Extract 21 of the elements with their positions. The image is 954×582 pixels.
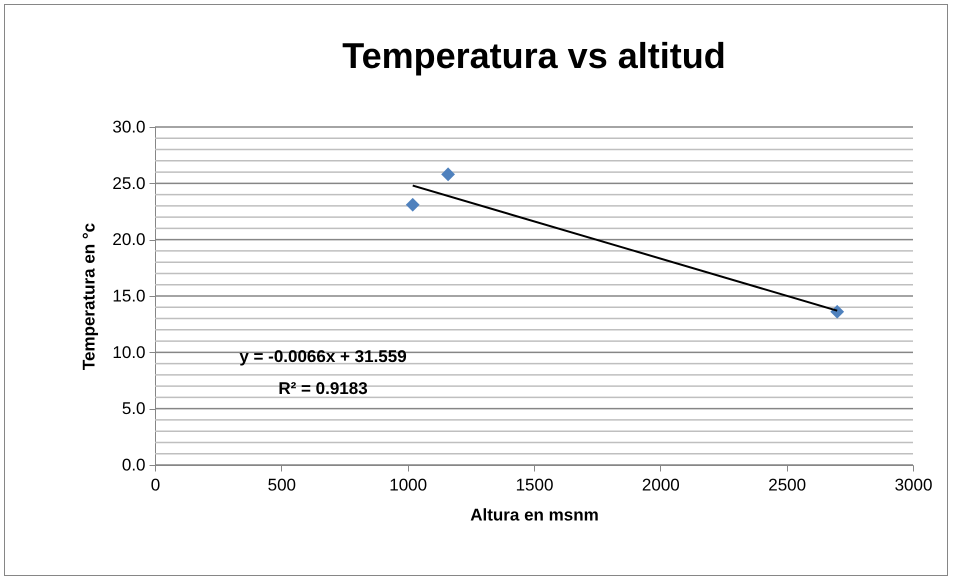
x-tick-label: 0 [150,476,160,494]
x-tick-label: 1000 [389,476,428,494]
chart-title: Temperatura vs altitud [342,35,726,76]
x-tick-label: 3000 [894,476,932,494]
point [406,198,420,212]
y-tick-label: 30.0 [112,118,146,136]
y-tick-label: 25.0 [112,174,146,193]
y-tick-label: 10.0 [112,342,146,362]
y-tick-label: 5.0 [122,399,146,418]
x-tick-label: 1500 [516,476,554,494]
x-tick-label: 500 [268,476,296,494]
annotation: R² = 0.9183 [278,379,368,398]
x-axis-title: Altura en msnm [470,506,599,524]
x-tick-label: 2500 [768,476,806,494]
x-tick-label: 2000 [642,476,680,494]
point [441,167,455,182]
y-axis-title: Temperatura en °c [79,222,98,370]
y-tick-label: 15.0 [112,286,146,306]
y-tick-label: 20.0 [112,230,146,250]
annotation: y = -0.0066x + 31.559 [239,347,407,366]
y-tick-label: 0.0 [122,456,146,474]
